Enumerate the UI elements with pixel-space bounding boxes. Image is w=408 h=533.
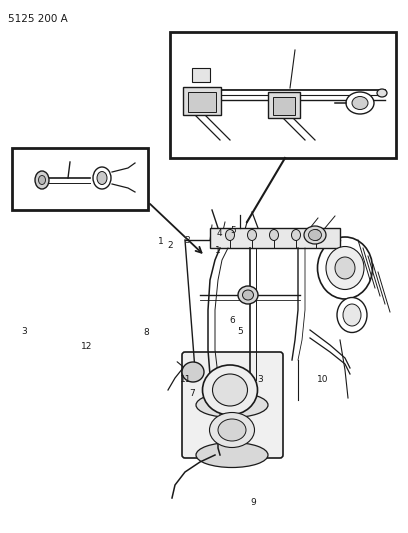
Bar: [188, 92, 216, 112]
Bar: [12, 148, 148, 210]
Ellipse shape: [248, 230, 257, 240]
Ellipse shape: [226, 230, 235, 240]
Ellipse shape: [182, 362, 204, 382]
Text: 3: 3: [257, 375, 263, 384]
Ellipse shape: [213, 374, 248, 406]
Ellipse shape: [242, 290, 253, 300]
Bar: [170, 32, 396, 158]
Text: 2: 2: [168, 241, 173, 249]
Text: 4: 4: [217, 229, 222, 238]
Bar: [210, 228, 340, 248]
Ellipse shape: [196, 392, 268, 417]
Ellipse shape: [377, 89, 387, 97]
Ellipse shape: [270, 230, 279, 240]
Text: 3: 3: [184, 237, 190, 245]
FancyBboxPatch shape: [182, 352, 283, 458]
Ellipse shape: [346, 92, 374, 114]
Ellipse shape: [38, 175, 46, 184]
Text: 1: 1: [215, 246, 221, 255]
Ellipse shape: [218, 419, 246, 441]
Text: 8: 8: [143, 328, 149, 337]
Text: 5: 5: [237, 327, 243, 336]
Ellipse shape: [93, 167, 111, 189]
Ellipse shape: [238, 286, 258, 304]
Ellipse shape: [196, 442, 268, 467]
Ellipse shape: [97, 172, 107, 184]
Text: 10: 10: [317, 375, 328, 384]
Text: 11: 11: [180, 375, 191, 384]
Bar: [192, 68, 210, 82]
Bar: [268, 92, 300, 118]
Text: 9: 9: [250, 498, 256, 507]
Ellipse shape: [308, 230, 322, 240]
Ellipse shape: [343, 304, 361, 326]
Text: 7: 7: [189, 389, 195, 398]
Ellipse shape: [202, 365, 257, 415]
Ellipse shape: [326, 246, 364, 289]
Ellipse shape: [317, 237, 373, 299]
Text: 1: 1: [157, 238, 163, 246]
Text: 5: 5: [231, 226, 236, 235]
Text: 3: 3: [21, 327, 27, 336]
Ellipse shape: [209, 413, 255, 448]
Text: 6: 6: [230, 317, 235, 325]
Ellipse shape: [304, 226, 326, 244]
Bar: [273, 97, 295, 115]
Ellipse shape: [337, 297, 367, 333]
Ellipse shape: [291, 230, 301, 240]
Ellipse shape: [335, 257, 355, 279]
Text: 5125 200 A: 5125 200 A: [8, 14, 68, 24]
Text: 12: 12: [81, 342, 92, 351]
Bar: [183, 87, 221, 115]
Ellipse shape: [352, 96, 368, 109]
Ellipse shape: [311, 230, 321, 240]
Ellipse shape: [35, 171, 49, 189]
